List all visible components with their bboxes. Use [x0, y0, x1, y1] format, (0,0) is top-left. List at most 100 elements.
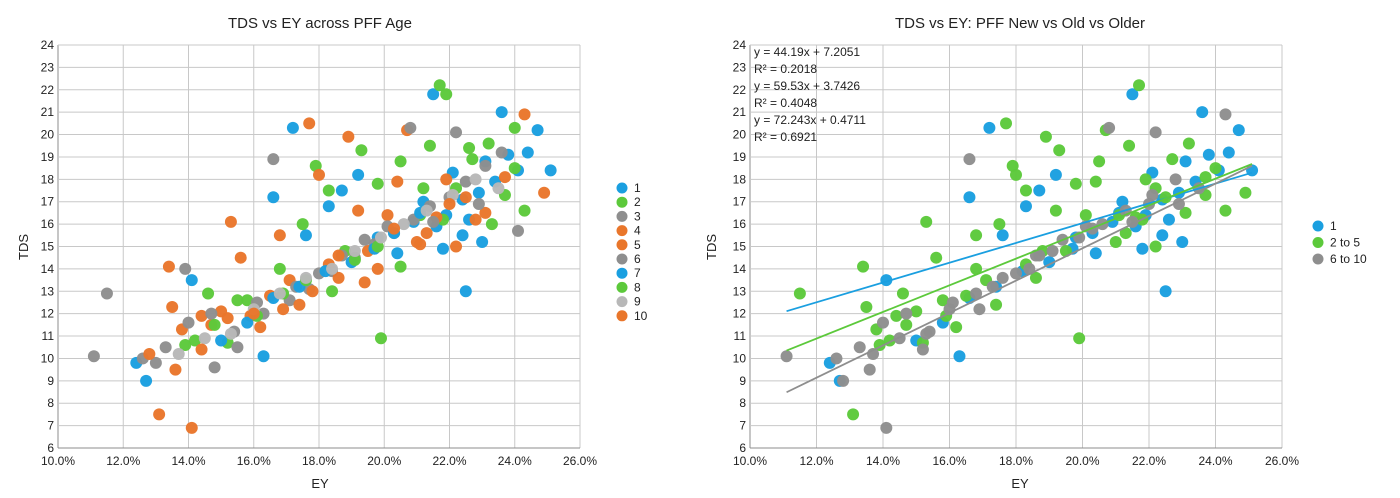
data-point	[1149, 126, 1162, 139]
data-point	[936, 294, 949, 307]
data-point	[450, 126, 463, 139]
data-point	[893, 332, 906, 345]
data-point	[512, 224, 525, 237]
data-point	[1179, 206, 1192, 219]
data-point	[1219, 204, 1232, 217]
data-point	[880, 421, 893, 434]
legend-label: 6	[634, 252, 641, 266]
data-point	[1162, 213, 1175, 226]
data-point	[286, 121, 299, 134]
data-point	[231, 341, 244, 354]
data-point	[299, 229, 312, 242]
data-point	[267, 153, 280, 166]
data-point	[273, 262, 286, 275]
data-point	[1073, 332, 1086, 345]
data-point	[1103, 121, 1116, 134]
data-point	[296, 218, 309, 231]
data-point	[1156, 229, 1169, 242]
y-tick-label: 24	[41, 38, 55, 52]
y-tick-label: 6	[739, 441, 746, 455]
data-point	[1219, 108, 1232, 121]
data-point	[433, 79, 446, 92]
y-tick-label: 7	[47, 419, 54, 433]
data-point	[1169, 173, 1182, 186]
data-point	[963, 153, 976, 166]
data-point	[348, 253, 361, 266]
legend-marker	[616, 239, 628, 251]
data-point	[521, 146, 534, 159]
y-tick-label: 21	[733, 105, 747, 119]
data-point	[498, 171, 511, 184]
data-point	[950, 321, 963, 334]
y-tick-label: 12	[41, 307, 55, 321]
data-point	[159, 341, 172, 354]
x-axis-label: EY	[1011, 476, 1029, 491]
data-point	[793, 287, 806, 300]
legend-marker	[616, 296, 628, 308]
y-tick-label: 19	[733, 150, 747, 164]
data-point	[394, 260, 407, 273]
data-point	[215, 334, 228, 347]
legend-marker	[616, 210, 628, 222]
data-point	[970, 287, 983, 300]
y-tick-label: 23	[733, 60, 747, 74]
data-point	[179, 339, 192, 352]
y-tick-label: 9	[47, 374, 54, 388]
data-point	[930, 251, 943, 264]
trend-equation-2: y = 59.53x + 3.7426	[754, 79, 860, 93]
data-point	[332, 271, 345, 284]
x-tick-label: 12.0%	[106, 454, 140, 468]
data-point	[1239, 186, 1252, 199]
data-point	[518, 204, 531, 217]
x-tick-label: 10.0%	[733, 454, 767, 468]
data-point	[404, 121, 417, 134]
y-tick-label: 22	[733, 83, 747, 97]
data-point	[890, 309, 903, 322]
data-point	[472, 197, 485, 210]
y-tick-label: 24	[733, 38, 747, 52]
data-point	[531, 124, 544, 137]
legend-label: 7	[634, 266, 641, 280]
data-point	[1010, 168, 1022, 181]
data-point	[335, 184, 348, 197]
data-point	[1000, 117, 1013, 130]
data-point	[495, 106, 508, 119]
data-point	[916, 343, 929, 356]
data-point	[960, 289, 973, 302]
data-point	[420, 204, 433, 217]
data-point	[1039, 130, 1052, 143]
y-tick-label: 7	[739, 419, 746, 433]
x-tick-label: 16.0%	[237, 454, 271, 468]
data-point	[459, 285, 472, 298]
data-point	[241, 316, 254, 329]
data-point	[837, 374, 850, 387]
data-point	[479, 159, 492, 172]
data-point	[397, 218, 410, 231]
trend-r2-2: R² = 0.4048	[754, 96, 817, 110]
data-point	[900, 307, 913, 320]
data-point	[391, 247, 404, 260]
data-point	[1159, 285, 1172, 298]
data-point	[485, 218, 498, 231]
legend-label: 8	[634, 280, 641, 294]
data-point	[182, 316, 195, 329]
data-point	[996, 271, 1009, 284]
data-point	[1019, 200, 1032, 213]
data-point	[1182, 137, 1195, 150]
data-point	[391, 175, 404, 188]
y-tick-label: 22	[41, 83, 55, 97]
data-point	[1176, 236, 1189, 249]
y-tick-label: 17	[733, 195, 747, 209]
y-tick-label: 17	[41, 195, 55, 209]
data-point	[1172, 197, 1185, 210]
data-point	[352, 204, 365, 217]
data-point	[1109, 236, 1122, 249]
data-point	[910, 305, 923, 318]
data-point	[374, 332, 387, 345]
data-point	[1123, 139, 1136, 152]
x-tick-label: 22.0%	[432, 454, 466, 468]
x-tick-label: 12.0%	[799, 454, 833, 468]
legend-label: 1	[634, 181, 641, 195]
data-point	[993, 218, 1006, 231]
